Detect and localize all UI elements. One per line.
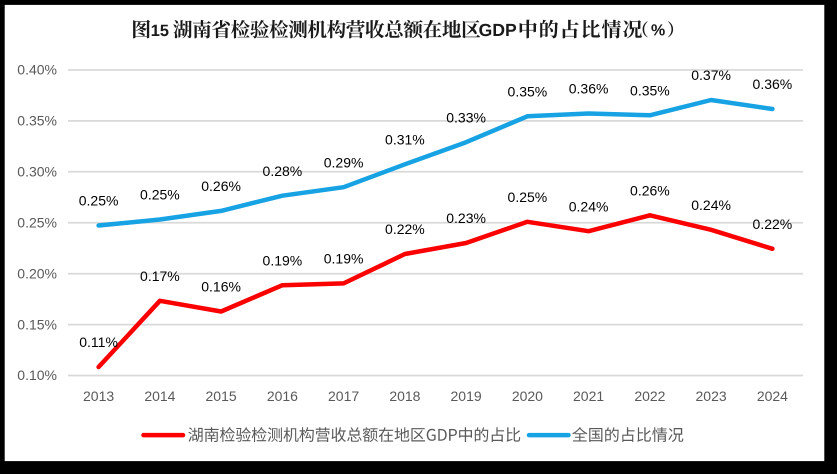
svg-text:0.35%: 0.35% [17, 113, 57, 129]
svg-text:0.22%: 0.22% [385, 221, 425, 237]
svg-text:0.25%: 0.25% [140, 187, 180, 203]
svg-text:0.25%: 0.25% [17, 215, 57, 231]
svg-text:0.40%: 0.40% [17, 62, 57, 78]
svg-text:0.19%: 0.19% [324, 251, 364, 267]
svg-text:0.20%: 0.20% [17, 265, 57, 281]
svg-text:0.36%: 0.36% [569, 81, 609, 97]
svg-text:0.29%: 0.29% [324, 154, 364, 170]
svg-text:0.22%: 0.22% [753, 216, 793, 232]
svg-text:0.19%: 0.19% [263, 252, 303, 268]
svg-text:0.24%: 0.24% [691, 197, 731, 213]
svg-text:2015: 2015 [206, 388, 237, 404]
svg-text:0.37%: 0.37% [691, 67, 731, 83]
svg-text:0.24%: 0.24% [569, 198, 609, 214]
svg-text:2020: 2020 [512, 388, 543, 404]
svg-text:0.10%: 0.10% [17, 367, 57, 383]
svg-text:0.31%: 0.31% [385, 131, 425, 147]
svg-text:2023: 2023 [696, 388, 727, 404]
svg-text:0.36%: 0.36% [753, 76, 793, 92]
svg-text:0.33%: 0.33% [446, 109, 486, 125]
svg-text:2018: 2018 [389, 388, 420, 404]
svg-text:2014: 2014 [144, 388, 175, 404]
svg-text:0.35%: 0.35% [508, 83, 548, 99]
svg-text:0.15%: 0.15% [17, 316, 57, 332]
svg-text:2021: 2021 [573, 388, 604, 404]
svg-text:2022: 2022 [634, 388, 665, 404]
svg-text:0.23%: 0.23% [446, 210, 486, 226]
svg-text:0.26%: 0.26% [630, 182, 670, 198]
svg-text:2013: 2013 [83, 388, 114, 404]
svg-text:0.17%: 0.17% [140, 268, 180, 284]
svg-text:0.11%: 0.11% [79, 334, 118, 350]
svg-text:0.28%: 0.28% [263, 163, 303, 179]
svg-text:0.30%: 0.30% [17, 164, 57, 180]
svg-text:0.35%: 0.35% [630, 82, 670, 98]
svg-text:0.16%: 0.16% [201, 279, 241, 295]
svg-text:0.25%: 0.25% [508, 189, 548, 205]
svg-text:2019: 2019 [451, 388, 482, 404]
svg-text:2016: 2016 [267, 388, 298, 404]
svg-text:0.25%: 0.25% [79, 193, 119, 209]
svg-text:0.26%: 0.26% [201, 178, 241, 194]
svg-text:2017: 2017 [328, 388, 359, 404]
svg-text:2024: 2024 [757, 388, 788, 404]
